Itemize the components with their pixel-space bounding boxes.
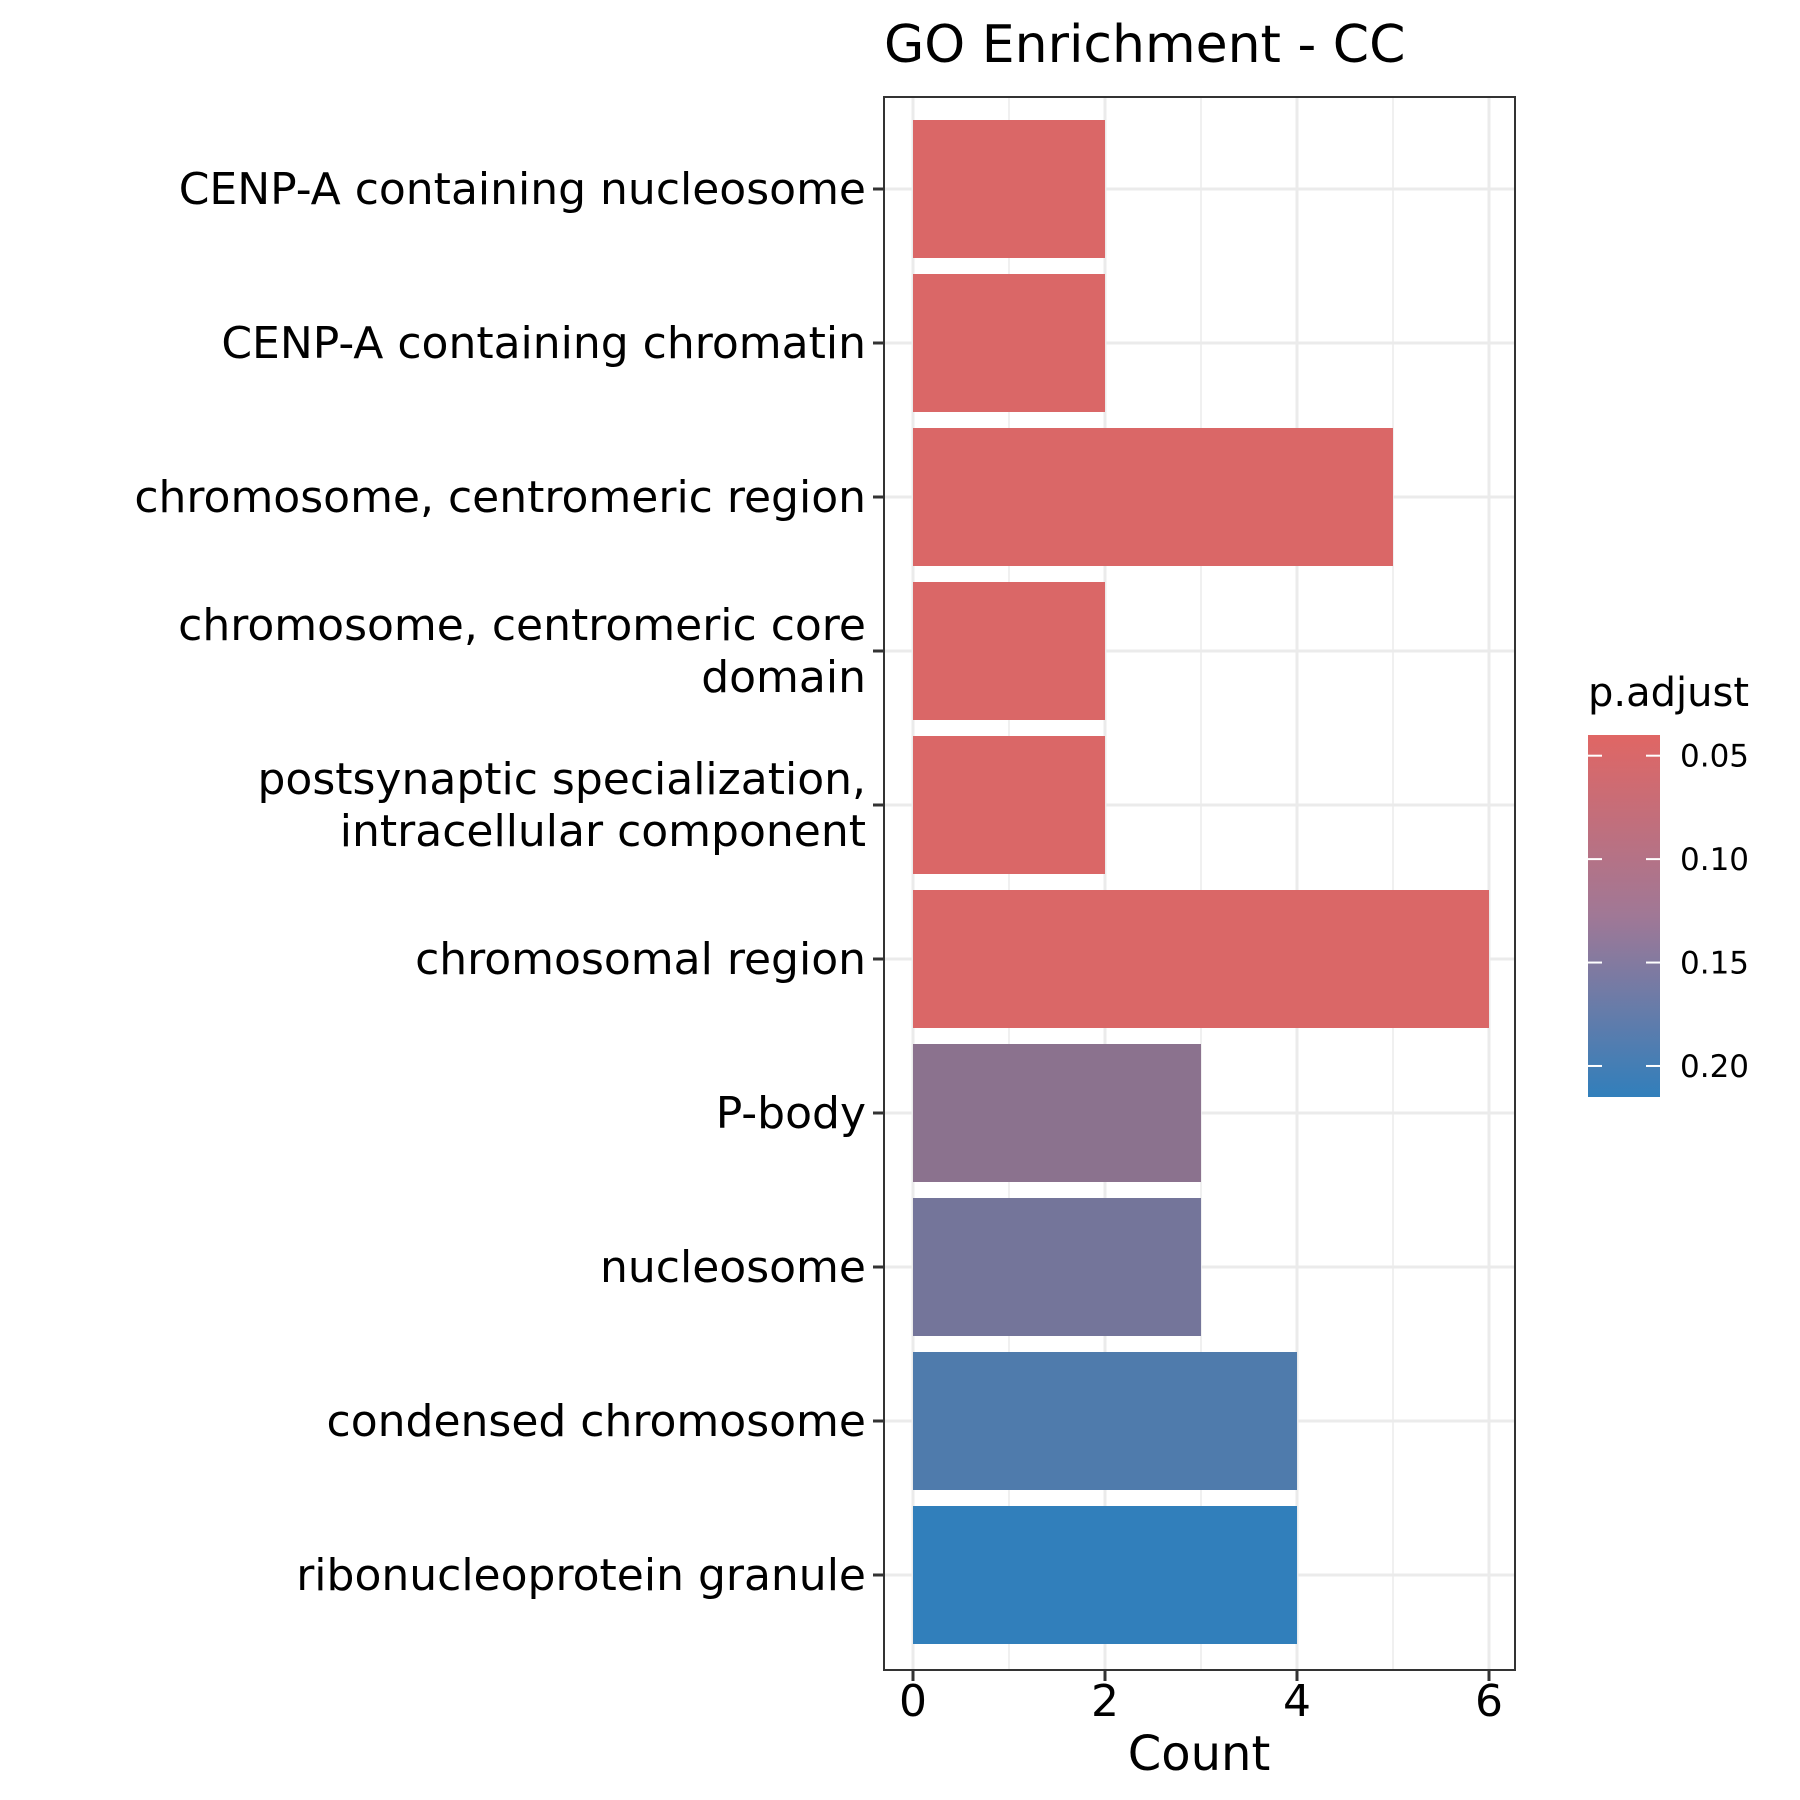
legend-tick-label: 0.05	[1680, 739, 1749, 775]
y-tick-label: intracellular component	[340, 806, 866, 857]
bar	[913, 274, 1105, 412]
x-tick-label: 6	[1475, 1676, 1503, 1727]
bar	[913, 582, 1105, 720]
y-tick-label: P-body	[716, 1088, 866, 1139]
y-tick-label: ribonucleoprotein granule	[296, 1550, 866, 1601]
bar	[913, 1044, 1201, 1182]
legend-ticks: 0.05 0.10 0.15 0.20	[1588, 739, 1749, 1085]
bar	[913, 428, 1393, 566]
y-tick-label: domain	[701, 652, 866, 703]
bar	[913, 1352, 1297, 1490]
legend-tick-label: 0.20	[1680, 1049, 1749, 1085]
x-tick-label: 0	[899, 1676, 927, 1727]
legend-title: p.adjust	[1588, 670, 1749, 716]
y-tick-label: condensed chromosome	[327, 1396, 866, 1447]
x-tick-label: 4	[1283, 1676, 1311, 1727]
x-axis: 0 2 4 6	[899, 1670, 1503, 1727]
y-tick-label: postsynaptic specialization,	[257, 754, 866, 805]
legend-tick-label: 0.15	[1680, 946, 1749, 982]
y-tick-label: CENP-A containing nucleosome	[179, 164, 866, 215]
bar	[913, 1506, 1297, 1644]
bar	[913, 1198, 1201, 1336]
bars-layer	[913, 120, 1489, 1644]
chart-title: GO Enrichment - CC	[884, 15, 1405, 75]
y-tick-label: nucleosome	[600, 1242, 866, 1293]
y-tick-label: chromosomal region	[415, 934, 866, 985]
bar	[913, 120, 1105, 258]
bar	[913, 736, 1105, 874]
legend-tick-label: 0.10	[1680, 842, 1749, 878]
x-axis-title: Count	[1128, 1726, 1271, 1782]
y-tick-label: CENP-A containing chromatin	[221, 318, 866, 369]
y-tick-label: chromosome, centromeric core	[178, 600, 866, 651]
y-axis: CENP-A containing nucleosome CENP-A conta…	[134, 164, 884, 1601]
y-tick-label: chromosome, centromeric region	[134, 472, 866, 523]
legend: p.adjust 0.05 0.10 0.15 0.20	[1588, 670, 1749, 1097]
legend-colorbar	[1588, 735, 1660, 1097]
panel-border	[883, 96, 1516, 1671]
x-tick-label: 2	[1091, 1676, 1119, 1727]
bar	[913, 890, 1489, 1028]
